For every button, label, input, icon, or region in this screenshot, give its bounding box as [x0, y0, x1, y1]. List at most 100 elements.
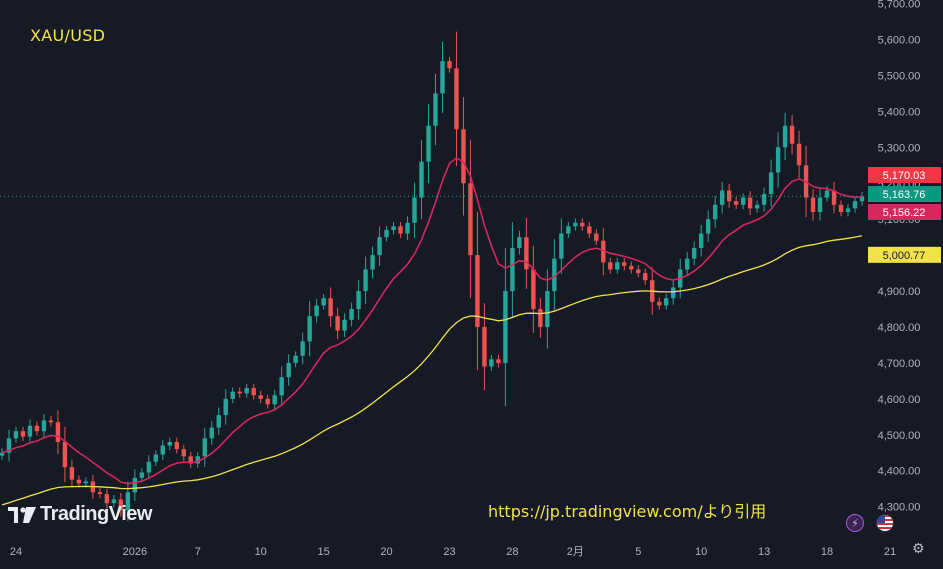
candle[interactable] — [657, 297, 662, 310]
candle[interactable] — [461, 97, 466, 216]
candle[interactable] — [328, 287, 333, 327]
candle[interactable] — [405, 216, 410, 241]
candle[interactable] — [754, 200, 760, 213]
candle[interactable] — [531, 245, 536, 333]
candle[interactable] — [726, 183, 732, 208]
candle[interactable] — [489, 355, 494, 371]
candle[interactable] — [587, 222, 592, 238]
candle[interactable] — [503, 247, 508, 407]
candle[interactable] — [181, 444, 186, 461]
candle[interactable] — [132, 469, 138, 501]
candle[interactable] — [55, 410, 61, 454]
candle[interactable] — [698, 224, 704, 257]
candle[interactable] — [384, 225, 389, 242]
candle[interactable] — [13, 426, 19, 443]
candle[interactable] — [671, 280, 676, 305]
candle[interactable] — [272, 389, 277, 410]
candle[interactable] — [6, 429, 12, 462]
candle[interactable] — [545, 269, 550, 349]
candle[interactable] — [740, 193, 746, 210]
candle[interactable] — [775, 132, 781, 188]
candle[interactable] — [636, 265, 641, 278]
candle[interactable] — [782, 112, 788, 161]
candle[interactable] — [216, 407, 221, 436]
candle[interactable] — [622, 257, 627, 271]
candle[interactable] — [789, 114, 795, 155]
candle[interactable] — [831, 181, 837, 214]
candle[interactable] — [237, 387, 242, 398]
candle[interactable] — [314, 298, 319, 323]
us-flag-icon[interactable] — [876, 514, 894, 532]
candle[interactable] — [838, 200, 844, 217]
candle[interactable] — [573, 218, 578, 231]
candle[interactable] — [559, 218, 564, 274]
candle[interactable] — [664, 293, 669, 310]
candle[interactable] — [76, 475, 82, 488]
candle[interactable] — [552, 239, 557, 311]
candle[interactable] — [62, 426, 68, 483]
candle[interactable] — [510, 222, 515, 317]
candle[interactable] — [139, 468, 145, 483]
candle[interactable] — [335, 307, 340, 340]
candle[interactable] — [517, 230, 522, 255]
candle[interactable] — [852, 196, 858, 213]
candle[interactable] — [817, 189, 823, 221]
candle[interactable] — [705, 210, 711, 243]
candle[interactable] — [580, 218, 585, 231]
candle[interactable] — [482, 303, 487, 391]
candle[interactable] — [475, 212, 480, 371]
candle[interactable] — [202, 427, 207, 468]
candle[interactable] — [0, 448, 5, 460]
candle[interactable] — [286, 354, 291, 386]
candle[interactable] — [111, 495, 117, 508]
candle[interactable] — [174, 437, 179, 454]
candle[interactable] — [27, 419, 33, 444]
candle[interactable] — [454, 31, 459, 167]
candle[interactable] — [167, 437, 173, 450]
candle[interactable] — [104, 488, 110, 509]
candle[interactable] — [391, 222, 396, 235]
candle[interactable] — [440, 41, 445, 113]
candle[interactable] — [712, 196, 718, 228]
candle[interactable] — [768, 159, 774, 207]
candle[interactable] — [342, 313, 347, 338]
candle[interactable] — [356, 280, 361, 320]
candle[interactable] — [349, 302, 354, 327]
candle[interactable] — [153, 450, 159, 467]
candle[interactable] — [34, 421, 40, 436]
candle[interactable] — [747, 191, 753, 215]
candle[interactable] — [48, 416, 54, 427]
candle[interactable] — [524, 217, 529, 289]
candle[interactable] — [223, 389, 228, 425]
candle[interactable] — [538, 298, 543, 338]
candle[interactable] — [643, 268, 648, 285]
candle[interactable] — [195, 452, 200, 468]
candle[interactable] — [601, 227, 606, 276]
candle[interactable] — [615, 257, 620, 274]
candle[interactable] — [279, 366, 284, 407]
candle[interactable] — [761, 187, 767, 212]
candle[interactable] — [685, 252, 690, 276]
candle[interactable] — [188, 452, 193, 468]
time-axis[interactable]: 242026710152023282月5101318213月510 — [10, 546, 943, 558]
candle[interactable] — [412, 182, 417, 238]
candle[interactable] — [426, 104, 431, 184]
candle[interactable] — [859, 191, 865, 206]
candle[interactable] — [594, 229, 599, 246]
candle[interactable] — [209, 421, 214, 445]
candle[interactable] — [398, 222, 403, 238]
tradingview-logo[interactable]: TradingView — [8, 503, 152, 526]
candle[interactable] — [146, 455, 152, 479]
candle[interactable] — [691, 241, 697, 266]
candle[interactable] — [796, 130, 802, 179]
candle[interactable] — [118, 492, 124, 517]
candle[interactable] — [377, 226, 382, 266]
candle[interactable] — [370, 246, 375, 279]
candle[interactable] — [845, 204, 851, 217]
candle[interactable] — [433, 74, 438, 146]
candle[interactable] — [265, 394, 270, 409]
candle[interactable] — [447, 56, 452, 73]
candle[interactable] — [300, 332, 305, 365]
candle[interactable] — [251, 383, 256, 400]
